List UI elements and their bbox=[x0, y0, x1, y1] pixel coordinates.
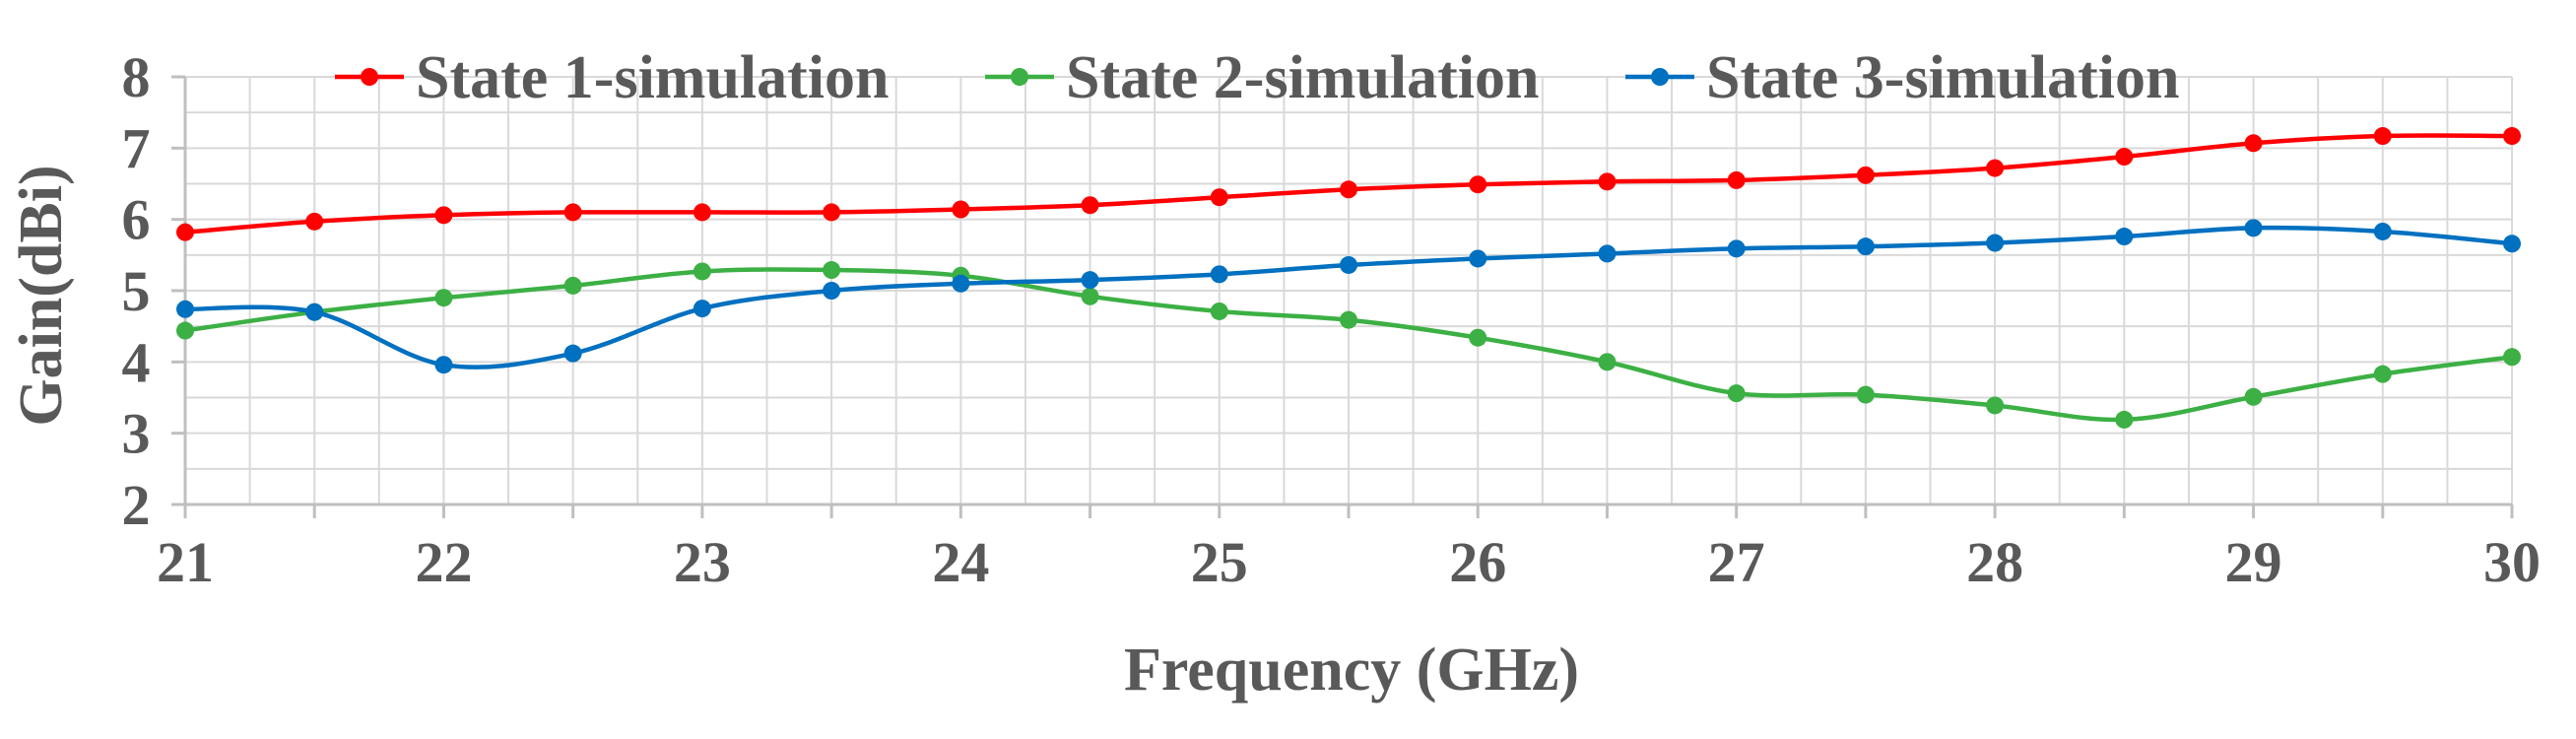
data-point bbox=[1856, 237, 1875, 256]
x-tick-label: 22 bbox=[415, 530, 472, 594]
data-point bbox=[2115, 410, 2134, 429]
data-point bbox=[1081, 287, 1099, 305]
y-tick-label: 2 bbox=[122, 473, 151, 537]
data-point bbox=[1081, 196, 1099, 215]
data-point bbox=[1727, 170, 1746, 189]
data-point bbox=[2503, 348, 2521, 367]
legend-label: State 1-simulation bbox=[416, 44, 890, 111]
data-point bbox=[1598, 353, 1617, 371]
data-point bbox=[823, 261, 841, 280]
legend-swatch-marker bbox=[1651, 68, 1669, 86]
data-point bbox=[434, 356, 453, 374]
x-tick-label: 26 bbox=[1449, 530, 1506, 594]
data-point bbox=[1210, 265, 1228, 284]
data-point bbox=[1986, 234, 2005, 252]
data-point bbox=[1469, 175, 1487, 194]
legend-label: State 2-simulation bbox=[1066, 44, 1540, 111]
y-tick-label: 6 bbox=[122, 188, 151, 252]
data-point bbox=[1986, 159, 2005, 177]
data-point bbox=[693, 203, 711, 222]
data-point bbox=[1340, 180, 1357, 199]
data-point bbox=[1986, 396, 2005, 415]
y-axis-title: Gain(dBi) bbox=[8, 165, 75, 426]
data-point bbox=[693, 300, 711, 318]
data-point bbox=[305, 302, 324, 321]
x-tick-label: 28 bbox=[1966, 530, 2023, 594]
y-tick-label: 8 bbox=[122, 45, 151, 109]
data-point bbox=[2373, 222, 2392, 240]
legend: State 1-simulation State 2-simulation Stat… bbox=[335, 44, 2180, 111]
data-point bbox=[823, 282, 841, 300]
legend-swatch-marker bbox=[361, 68, 378, 86]
legend-item-2: State 2-simulation bbox=[985, 44, 1540, 111]
data-point bbox=[1727, 239, 1746, 258]
data-point bbox=[2373, 127, 2392, 146]
data-point bbox=[1081, 271, 1099, 290]
data-point bbox=[1210, 302, 1228, 320]
data-point bbox=[176, 321, 194, 340]
data-point bbox=[2503, 235, 2521, 253]
data-point bbox=[1469, 328, 1487, 347]
data-point bbox=[2373, 365, 2392, 383]
x-tick-label: 23 bbox=[674, 530, 731, 594]
data-point bbox=[2244, 219, 2263, 237]
data-point bbox=[563, 203, 582, 222]
data-point bbox=[1210, 188, 1228, 207]
y-tick-label: 5 bbox=[122, 259, 151, 323]
data-series bbox=[176, 127, 2521, 429]
data-point bbox=[434, 289, 453, 307]
data-point bbox=[1856, 166, 1875, 184]
legend-item-3: State 3-simulation bbox=[1625, 44, 2180, 111]
series-1 bbox=[176, 127, 2521, 241]
data-point bbox=[2115, 148, 2134, 167]
data-point bbox=[2503, 127, 2521, 146]
data-point bbox=[1469, 249, 1487, 268]
x-tick-label: 21 bbox=[157, 530, 214, 594]
y-tick-label: 7 bbox=[122, 116, 151, 180]
data-point bbox=[1598, 244, 1617, 263]
x-tick-label: 24 bbox=[932, 530, 989, 594]
data-point bbox=[434, 206, 453, 225]
data-point bbox=[952, 200, 970, 219]
legend-swatch-marker bbox=[1011, 68, 1028, 86]
data-point bbox=[176, 300, 194, 318]
x-tick-label: 27 bbox=[1708, 530, 1765, 594]
data-point bbox=[176, 223, 194, 241]
data-point bbox=[563, 276, 582, 295]
series-3 bbox=[176, 219, 2521, 374]
axes bbox=[171, 75, 2514, 518]
data-point bbox=[1856, 385, 1875, 404]
data-point bbox=[563, 344, 582, 363]
data-point bbox=[2244, 387, 2263, 406]
x-axis-title: Frequency (GHz) bbox=[1124, 637, 1579, 704]
x-tick-label: 30 bbox=[2483, 530, 2541, 594]
data-point bbox=[2115, 228, 2134, 246]
y-tick-label: 3 bbox=[122, 402, 151, 466]
data-point bbox=[1598, 172, 1617, 191]
data-point bbox=[1340, 310, 1357, 329]
data-point bbox=[1340, 255, 1357, 274]
x-tick-label: 25 bbox=[1191, 530, 1248, 594]
data-point bbox=[2244, 134, 2263, 153]
data-point bbox=[693, 262, 711, 281]
legend-item-1: State 1-simulation bbox=[335, 44, 890, 111]
y-tick-label: 4 bbox=[122, 330, 151, 394]
data-point bbox=[305, 212, 324, 231]
data-point bbox=[952, 274, 970, 293]
data-point bbox=[1727, 384, 1746, 403]
legend-label: State 3-simulation bbox=[1706, 44, 2180, 111]
x-tick-label: 29 bbox=[2225, 530, 2282, 594]
data-point bbox=[823, 203, 841, 222]
